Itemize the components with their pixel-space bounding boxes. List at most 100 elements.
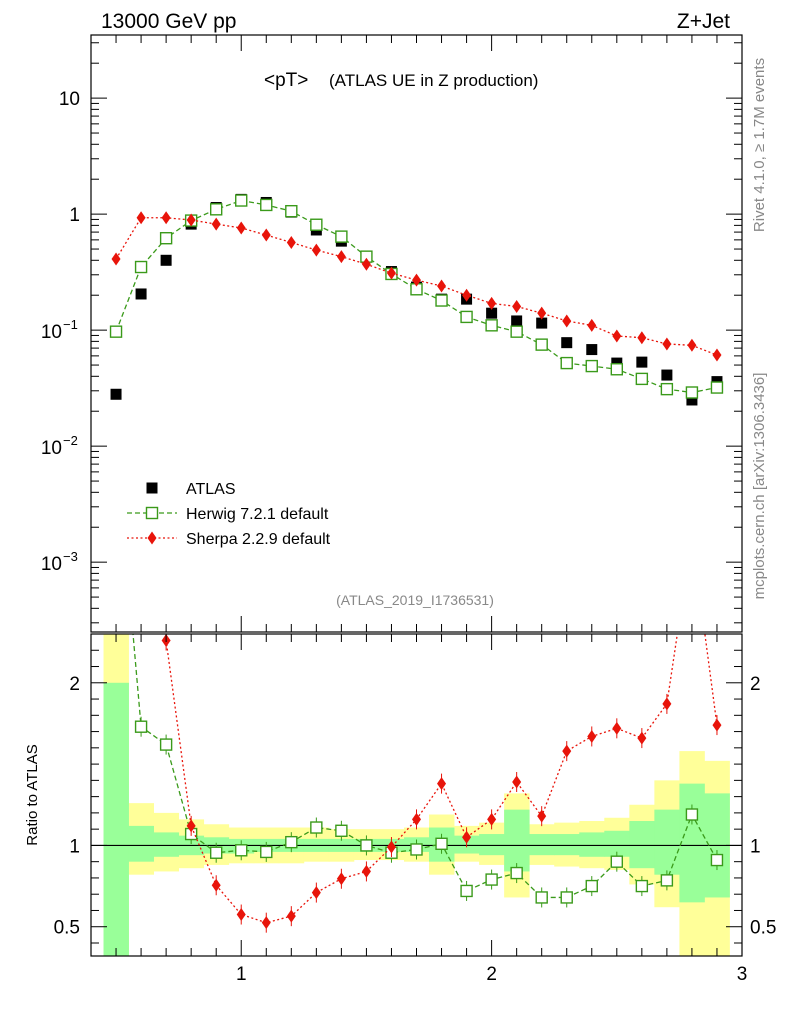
sherpa-2-2-9-default-ratio-point: [311, 886, 321, 900]
herwig-7-2-1-default-point: [260, 198, 273, 212]
ratio-y-tick-label: 2: [69, 674, 80, 695]
herwig-7-2-1-default-ratio-point: [285, 835, 298, 849]
legend: ATLAS Herwig 7.2.1 default Sherpa 2.2.9 de…: [127, 481, 331, 548]
legend-label-sherpa-2-2-9-default: Sherpa 2.2.9 default: [186, 531, 331, 548]
ratio-series-sherpa-2-2-9-default: [161, 634, 722, 933]
legend-marker-sherpa-2-2-9-default: [147, 531, 157, 545]
legend-item-atlas: ATLAS: [146, 481, 236, 498]
series-atlas: [110, 193, 723, 406]
herwig-7-2-1-default-point: [660, 382, 674, 396]
herwig-7-2-1-default-ratio-point: [710, 853, 724, 867]
header-process: 13000 GeV pp: [101, 10, 236, 33]
herwig-7-2-1-default-ratio-point: [260, 845, 273, 859]
herwig-7-2-1-default-ratio-point: [360, 839, 373, 852]
sherpa-2-2-9-default-point: [412, 273, 421, 287]
atlas-point: [160, 254, 172, 266]
herwig-7-2-1-default-point: [710, 381, 724, 394]
sherpa-2-2-9-default-point: [286, 235, 296, 249]
sherpa-2-2-9-default-ratio-point: [537, 809, 547, 823]
herwig-7-2-1-default-ratio-point: [460, 884, 473, 898]
herwig-7-2-1-default-ratio-point: [335, 824, 348, 837]
herwig-7-2-1-default-point: [285, 204, 298, 218]
herwig-7-2-1-default-ratio-point: [134, 720, 148, 733]
herwig-7-2-1-default-point: [635, 372, 649, 386]
legend-label-atlas: ATLAS: [186, 481, 236, 498]
herwig-7-2-1-default-point: [134, 260, 148, 274]
sherpa-2-2-9-default-ratio-line: [165, 634, 718, 924]
herwig-7-2-1-default-point: [335, 230, 348, 243]
ratio-y-tick-label: 0.5: [54, 918, 80, 939]
y-tick-label-exponent: −3: [63, 549, 78, 564]
sherpa-2-2-9-default-ratio-point: [437, 777, 447, 791]
sherpa-2-2-9-default-point: [386, 266, 396, 280]
sherpa-2-2-9-default-point: [136, 211, 146, 225]
ratio-inner-band-bin: [103, 682, 129, 956]
atlas-point: [561, 337, 573, 349]
series-sherpa-2-2-9-default: [111, 211, 722, 362]
plot-title: <pT> (ATLAS UE in Z production): [264, 70, 538, 91]
sherpa-2-2-9-default-ratio-point: [487, 812, 497, 826]
herwig-7-2-1-default-point: [109, 325, 123, 338]
herwig-7-2-1-default-point: [209, 203, 223, 216]
sherpa-2-2-9-default-ratio-point: [412, 812, 421, 826]
y-tick-label: 10: [41, 554, 62, 575]
legend-marker-herwig-7-2-1-default: [145, 506, 159, 520]
herwig-7-2-1-default-ratio-point: [535, 891, 548, 904]
sherpa-2-2-9-default-point: [662, 337, 672, 351]
rivet-version-label: Rivet 4.1.0, ≥ 1.7M events: [751, 58, 768, 232]
ratio-inner-band-bin: [153, 832, 180, 857]
sherpa-2-2-9-default-ratio-point: [712, 718, 722, 732]
sherpa-2-2-9-default-point: [161, 211, 171, 225]
sherpa-2-2-9-default-ratio-point: [211, 878, 221, 892]
ratio-inner-band: [103, 682, 730, 956]
sherpa-2-2-9-default-ratio-point: [562, 744, 572, 758]
sherpa-2-2-9-default-point: [186, 213, 196, 227]
y-tick-label: 1: [69, 205, 80, 226]
x-tick-label: 1: [236, 964, 247, 985]
herwig-7-2-1-default-point: [485, 319, 498, 332]
legend-item-sherpa-2-2-9-default: Sherpa 2.2.9 default: [127, 531, 331, 548]
sherpa-2-2-9-default-point: [487, 296, 497, 310]
sherpa-2-2-9-default-ratio-point: [361, 864, 371, 878]
plot-title-description: (ATLAS UE in Z production): [329, 71, 538, 90]
sherpa-2-2-9-default-point: [261, 228, 271, 242]
herwig-7-2-1-default-point: [560, 356, 573, 370]
header-final-state: Z+Jet: [677, 10, 730, 33]
ratio-inner-band-bin: [128, 825, 154, 862]
sherpa-2-2-9-default-point: [512, 299, 522, 313]
x-tick-label: 2: [486, 964, 497, 985]
atlas-point: [536, 317, 548, 329]
herwig-7-2-1-default-point: [435, 294, 448, 307]
sherpa-2-2-9-default-point: [311, 243, 321, 257]
herwig-7-2-1-default-ratio-point: [660, 874, 674, 887]
herwig-7-2-1-default-ratio-point: [635, 879, 649, 893]
y-tick-label: 10: [59, 89, 80, 110]
herwig-7-2-1-default-ratio-point: [510, 866, 523, 880]
sherpa-2-2-9-default-point: [562, 314, 572, 328]
ratio-outer-band: [103, 634, 730, 956]
herwig-7-2-1-default-ratio-point: [485, 873, 498, 886]
herwig-7-2-1-default-ratio-point: [410, 843, 423, 856]
ratio-inner-band-bin: [529, 834, 555, 856]
atlas-point: [110, 388, 122, 400]
sherpa-2-2-9-default-point: [336, 250, 346, 264]
y-tick-label: 10: [41, 322, 62, 343]
herwig-7-2-1-default-ratio-point: [585, 879, 598, 893]
sherpa-2-2-9-default-point: [236, 221, 246, 235]
ratio-inner-band-bin: [479, 834, 505, 856]
sherpa-2-2-9-default-ratio-point: [261, 916, 271, 930]
sherpa-2-2-9-default-point: [111, 252, 121, 266]
herwig-7-2-1-default-point: [510, 325, 523, 338]
x-tick-label: 3: [737, 964, 748, 985]
legend-item-herwig-7-2-1-default: Herwig 7.2.1 default: [127, 506, 329, 523]
sherpa-2-2-9-default-point: [637, 331, 647, 345]
ratio-plot-frame: [90, 633, 743, 957]
ratio-plot-panel: 0.5 0.5 1 1 2 2 1 2 3 Ratio to ATLAS: [24, 633, 776, 985]
sherpa-2-2-9-default-point: [687, 338, 697, 352]
atlas-point: [135, 288, 147, 300]
y-tick-label: 10: [41, 438, 62, 459]
herwig-7-2-1-default-point: [535, 338, 548, 351]
herwig-7-2-1-default-ratio-point: [209, 846, 223, 859]
plot-title-observable: <pT>: [264, 70, 308, 91]
